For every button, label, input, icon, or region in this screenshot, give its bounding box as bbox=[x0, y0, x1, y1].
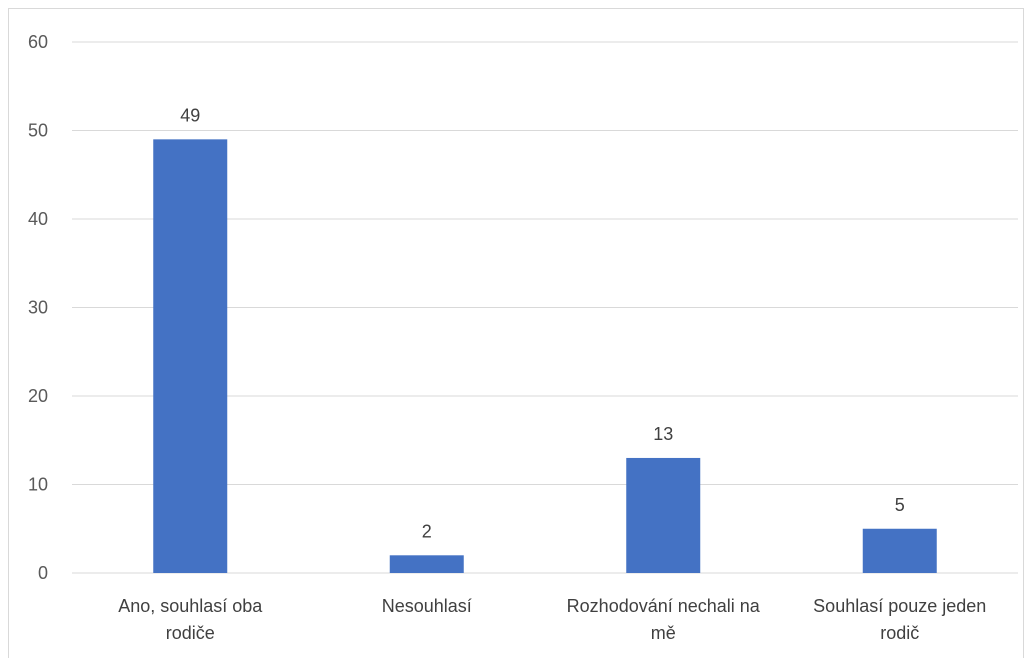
data-label: 49 bbox=[180, 105, 200, 125]
y-tick-label: 10 bbox=[28, 475, 48, 495]
x-tick-label: Nesouhlasí bbox=[382, 596, 472, 616]
x-tick-label: Ano, souhlasí oba bbox=[118, 596, 263, 616]
x-tick-label: mě bbox=[651, 623, 676, 643]
x-tick-label: rodiče bbox=[166, 623, 215, 643]
x-tick-label: rodič bbox=[880, 623, 919, 643]
y-tick-label: 40 bbox=[28, 209, 48, 229]
y-tick-label: 20 bbox=[28, 386, 48, 406]
bar bbox=[153, 139, 228, 573]
data-label: 2 bbox=[422, 521, 432, 541]
y-tick-label: 30 bbox=[28, 298, 48, 318]
y-tick-label: 50 bbox=[28, 121, 48, 141]
x-tick-label: Rozhodování nechali na bbox=[567, 596, 761, 616]
x-tick-label: Souhlasí pouze jeden bbox=[813, 596, 986, 616]
data-label: 5 bbox=[895, 495, 905, 515]
bar bbox=[626, 457, 701, 573]
y-tick-label: 0 bbox=[38, 563, 48, 583]
y-tick-label: 60 bbox=[28, 32, 48, 52]
data-label: 13 bbox=[653, 424, 673, 444]
bar bbox=[862, 528, 937, 573]
bar bbox=[389, 555, 464, 573]
